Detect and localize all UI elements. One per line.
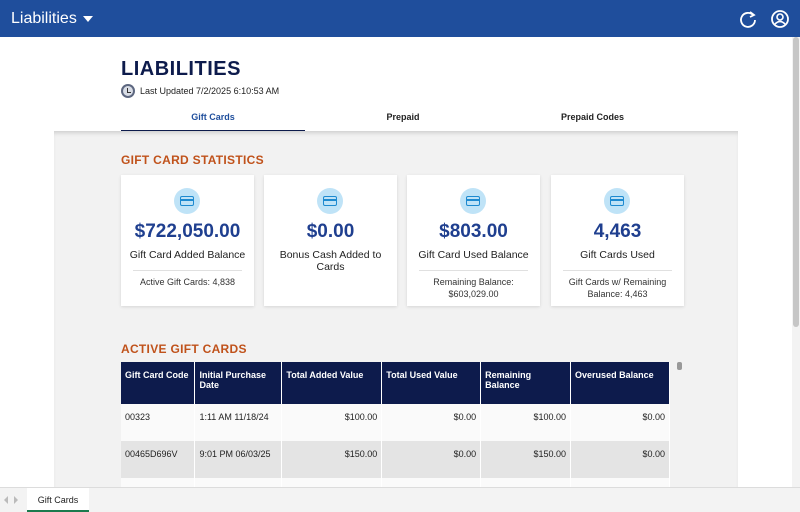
tab-prepaid[interactable]: Prepaid [386, 112, 420, 122]
cell-remaining: $100.00 [480, 404, 572, 441]
cell-date: 9:01 PM 06/03/25 [194, 441, 283, 478]
cell-code: 00465D696V [121, 441, 196, 478]
divider [133, 270, 242, 271]
tab-bar: Gift Cards Prepaid Prepaid Codes [121, 104, 684, 132]
sheet-tab-bar: Gift Cards [0, 487, 800, 512]
gift-card-statistics-heading: GIFT CARD STATISTICS [121, 153, 264, 167]
app-title-dropdown[interactable]: Liabilities [11, 10, 93, 28]
stat-label: Gift Card Added Balance [129, 249, 246, 261]
stat-card-cards-used: 4,463 Gift Cards Used Gift Cards w/ Rema… [551, 175, 684, 306]
stat-card-bonus-cash: $0.00 Bonus Cash Added to Cards [264, 175, 397, 306]
sheet-tab-gift-cards[interactable]: Gift Cards [27, 488, 89, 512]
table-scrollbar[interactable] [677, 362, 682, 370]
previous-sheet-icon[interactable] [4, 496, 8, 504]
cell-overused: $0.00 [570, 404, 670, 441]
cell-overused: $0.00 [570, 478, 670, 487]
last-updated-text: Last Updated 7/2/2025 6:10:53 AM [140, 86, 280, 96]
app-title: Liabilities [11, 9, 77, 27]
divider [563, 270, 672, 271]
stat-label: Bonus Cash Added to Cards [279, 249, 382, 273]
divider [419, 270, 528, 271]
stat-sub: Gift Cards w/ Remaining Balance: 4,463 [568, 277, 667, 299]
credit-card-icon [317, 188, 343, 214]
stat-label: Gift Cards Used [580, 249, 655, 261]
credit-card-icon [174, 188, 200, 214]
cell-remaining: $150.00 [480, 441, 572, 478]
active-gift-cards-table: Gift Card Code Initial Purchase Date Tot… [121, 362, 671, 487]
page-title: LIABILITIES [121, 58, 241, 80]
user-account-icon[interactable] [770, 9, 790, 29]
stat-card-added-balance: $722,050.00 Gift Card Added Balance Acti… [121, 175, 254, 306]
cell-added: $100.00 [281, 478, 383, 487]
cell-added: $100.00 [281, 404, 383, 441]
cell-used: $0.00 [381, 478, 482, 487]
cell-used: $0.00 [381, 404, 482, 441]
active-gift-cards-heading: ACTIVE GIFT CARDS [121, 342, 247, 356]
cell-date: 1:11 AM 11/18/24 [194, 404, 283, 441]
credit-card-icon [604, 188, 630, 214]
page-scrollbar[interactable] [792, 37, 800, 487]
cell-overused: $0.00 [570, 441, 670, 478]
stat-value: 4,463 [593, 221, 642, 242]
column-header[interactable]: Total Used Value [381, 362, 482, 404]
cell-code: 00660 [121, 478, 196, 487]
column-header[interactable]: Overused Balance [570, 362, 670, 404]
top-bar: Liabilities [0, 0, 800, 37]
table-header-row: Gift Card Code Initial Purchase Date Tot… [121, 362, 670, 404]
last-updated: Last Updated 7/2/2025 6:10:53 AM [121, 84, 279, 98]
stat-value: $722,050.00 [134, 221, 241, 242]
clock-icon [121, 84, 135, 98]
credit-card-icon [460, 188, 486, 214]
table-row[interactable]: 00465D696V 9:01 PM 06/03/25 $150.00 $0.0… [121, 441, 670, 478]
cell-date: 6:09 AM [194, 478, 283, 487]
stat-card-used-balance: $803.00 Gift Card Used Balance Remaining… [407, 175, 540, 306]
column-header[interactable]: Gift Card Code [121, 362, 196, 404]
stat-value: $0.00 [306, 221, 355, 242]
column-header[interactable]: Remaining Balance [480, 362, 572, 404]
refresh-icon[interactable] [738, 9, 758, 29]
tab-prepaid-codes[interactable]: Prepaid Codes [560, 112, 625, 122]
stat-sub: Remaining Balance: $603,029.00 [433, 277, 514, 299]
stat-value: $803.00 [439, 221, 508, 242]
cell-code: 00323 [121, 404, 196, 441]
stat-label: Gift Card Used Balance [418, 249, 529, 261]
chevron-down-icon [82, 15, 93, 22]
table-row[interactable]: 00660 6:09 AM $100.00 $0.00 $100.00 $0.0… [121, 478, 670, 487]
cell-remaining: $100.00 [480, 478, 572, 487]
next-sheet-icon[interactable] [14, 496, 18, 504]
column-header[interactable]: Initial Purchase Date [194, 362, 283, 404]
tab-gift-cards[interactable]: Gift Cards [121, 104, 305, 132]
content-area: GIFT CARD STATISTICS $722,050.00 Gift Ca… [54, 131, 738, 487]
column-header[interactable]: Total Added Value [281, 362, 383, 404]
stat-sub: Active Gift Cards: 4,838 [139, 277, 236, 287]
table-row[interactable]: 00323 1:11 AM 11/18/24 $100.00 $0.00 $10… [121, 404, 670, 441]
page-scrollbar-thumb[interactable] [793, 37, 799, 327]
cell-used: $0.00 [381, 441, 482, 478]
cell-added: $150.00 [281, 441, 383, 478]
